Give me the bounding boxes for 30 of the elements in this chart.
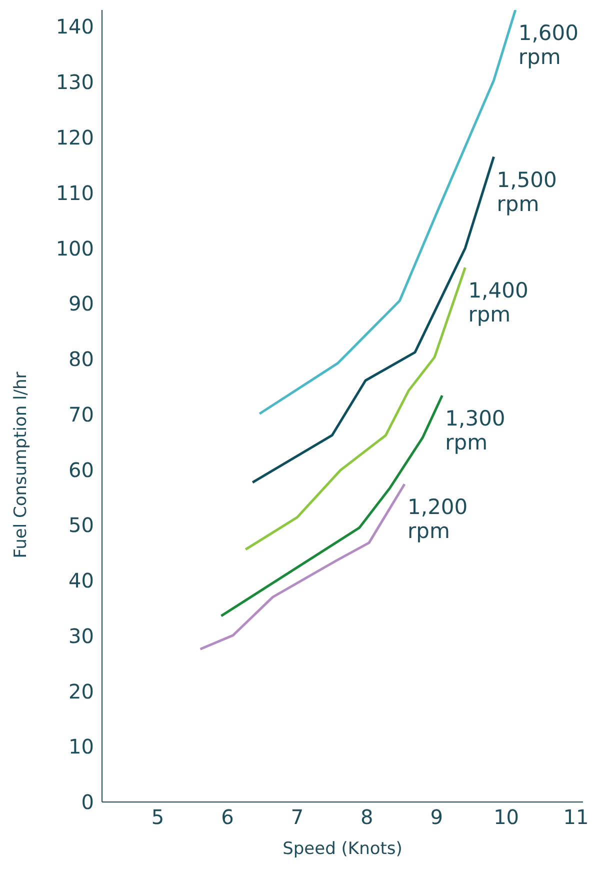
x-tick-label: 6	[221, 805, 234, 830]
y-tick-label: 80	[68, 347, 94, 372]
x-tick-label: 7	[290, 805, 304, 830]
series-label: 1,200 rpm	[408, 495, 468, 544]
y-tick-label: 90	[68, 292, 94, 316]
y-tick-label: 110	[56, 180, 94, 205]
line-series	[199, 482, 406, 650]
x-tick-label: 5	[151, 805, 164, 830]
y-tick-label: 30	[68, 624, 94, 648]
y-axis-title: Fuel Consumption l/hr	[11, 372, 31, 558]
series-label: 1,500 rpm	[496, 168, 557, 216]
series-label: 1,400 rpm	[468, 278, 528, 327]
x-tick-label: 11	[563, 805, 589, 830]
y-tick-label: 120	[56, 125, 94, 150]
y-tick-label: 140	[56, 14, 94, 39]
y-tick-label: 20	[68, 679, 94, 704]
series-label: 1,300 rpm	[445, 406, 506, 454]
x-axis-title: Speed (Knots)	[282, 839, 402, 859]
y-tick-label: 50	[68, 513, 94, 538]
y-tick-label: 0	[81, 790, 94, 814]
y-tick-label: 70	[68, 402, 94, 426]
y-tick-label: 40	[68, 568, 94, 593]
y-tick-label: 60	[68, 458, 94, 482]
series-label: 1,600 rpm	[518, 21, 579, 69]
y-tick-label: 10	[68, 734, 94, 759]
y-tick-label: 130	[56, 70, 94, 94]
x-tick-label: 8	[360, 805, 374, 830]
x-tick-label: 9	[430, 805, 443, 830]
y-tick-label: 100	[56, 236, 94, 260]
x-tick-label: 10	[494, 805, 520, 830]
